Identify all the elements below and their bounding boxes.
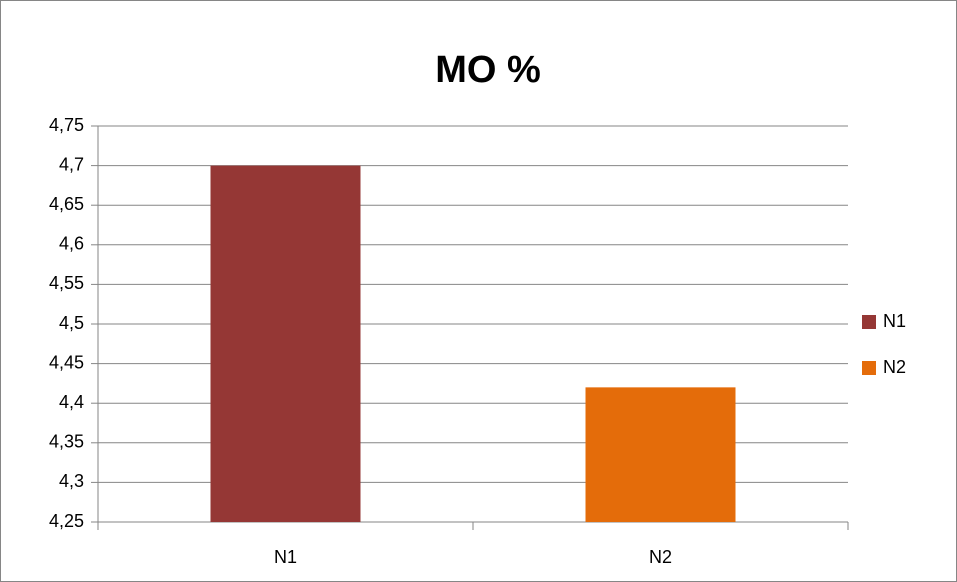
y-tick-label: 4,75 [49,115,84,135]
legend-swatch [862,361,876,375]
y-tick-label: 4,25 [49,511,84,531]
legend-swatch [862,315,876,329]
bar [210,165,361,522]
y-tick-label: 4,3 [59,471,84,491]
y-tick-label: 4,45 [49,352,84,372]
y-tick-label: 4,35 [49,432,84,452]
chart-title: MO % [435,49,541,91]
y-tick-label: 4,65 [49,194,84,214]
legend-label: N2 [883,357,906,377]
y-tick-label: 4,6 [59,234,84,254]
x-tick-label: N2 [649,547,672,567]
legend-label: N1 [883,311,906,331]
bar [585,387,736,522]
y-tick-label: 4,4 [59,392,84,412]
y-tick-label: 4,55 [49,273,84,293]
x-tick-label: N1 [274,547,297,567]
y-tick-label: 4,5 [59,313,84,333]
y-tick-label: 4,7 [59,154,84,174]
